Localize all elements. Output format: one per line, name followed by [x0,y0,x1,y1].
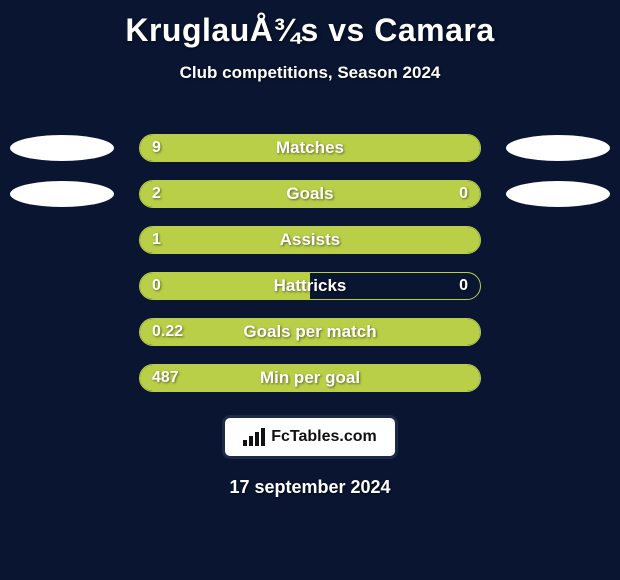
stat-row: Goals per match0.22 [0,309,620,355]
stat-bar-left-fill [140,365,480,391]
player-photo-left [10,181,114,207]
logo-bars-icon [243,428,265,446]
stat-bar-left-fill [140,181,402,207]
stat-bar-track: Hattricks00 [139,272,481,300]
stat-bar-track: Matches9 [139,134,481,162]
footer-date: 17 september 2024 [0,477,620,498]
stat-bar-track: Goals20 [139,180,481,208]
stat-bar-left-fill [140,227,480,253]
stat-bar-track: Goals per match0.22 [139,318,481,346]
stat-row: Matches9 [0,125,620,171]
stat-bar-track: Assists1 [139,226,481,254]
stat-row: Assists1 [0,217,620,263]
stat-row: Hattricks00 [0,263,620,309]
stat-bar-right-fill [402,181,480,207]
page-title: KruglauÅ¾s vs Camara [0,0,620,49]
stat-bar-left-fill [140,273,310,299]
stat-bar-left-fill [140,319,480,345]
player-photo-left [10,135,114,161]
player-photo-right [506,135,610,161]
stat-bar-track: Min per goal487 [139,364,481,392]
stat-row: Goals20 [0,171,620,217]
page-subtitle: Club competitions, Season 2024 [0,63,620,83]
stat-row: Min per goal487 [0,355,620,401]
logo-box: FcTables.com [0,415,620,459]
stat-bar-left-fill [140,135,480,161]
stat-value-right: 0 [459,277,468,295]
player-photo-right [506,181,610,207]
fctables-logo: FcTables.com [222,415,398,459]
logo-text: FcTables.com [271,428,377,446]
stats-container: Matches9 Goals20 Assists1 Hattricks00 Goals … [0,125,620,401]
